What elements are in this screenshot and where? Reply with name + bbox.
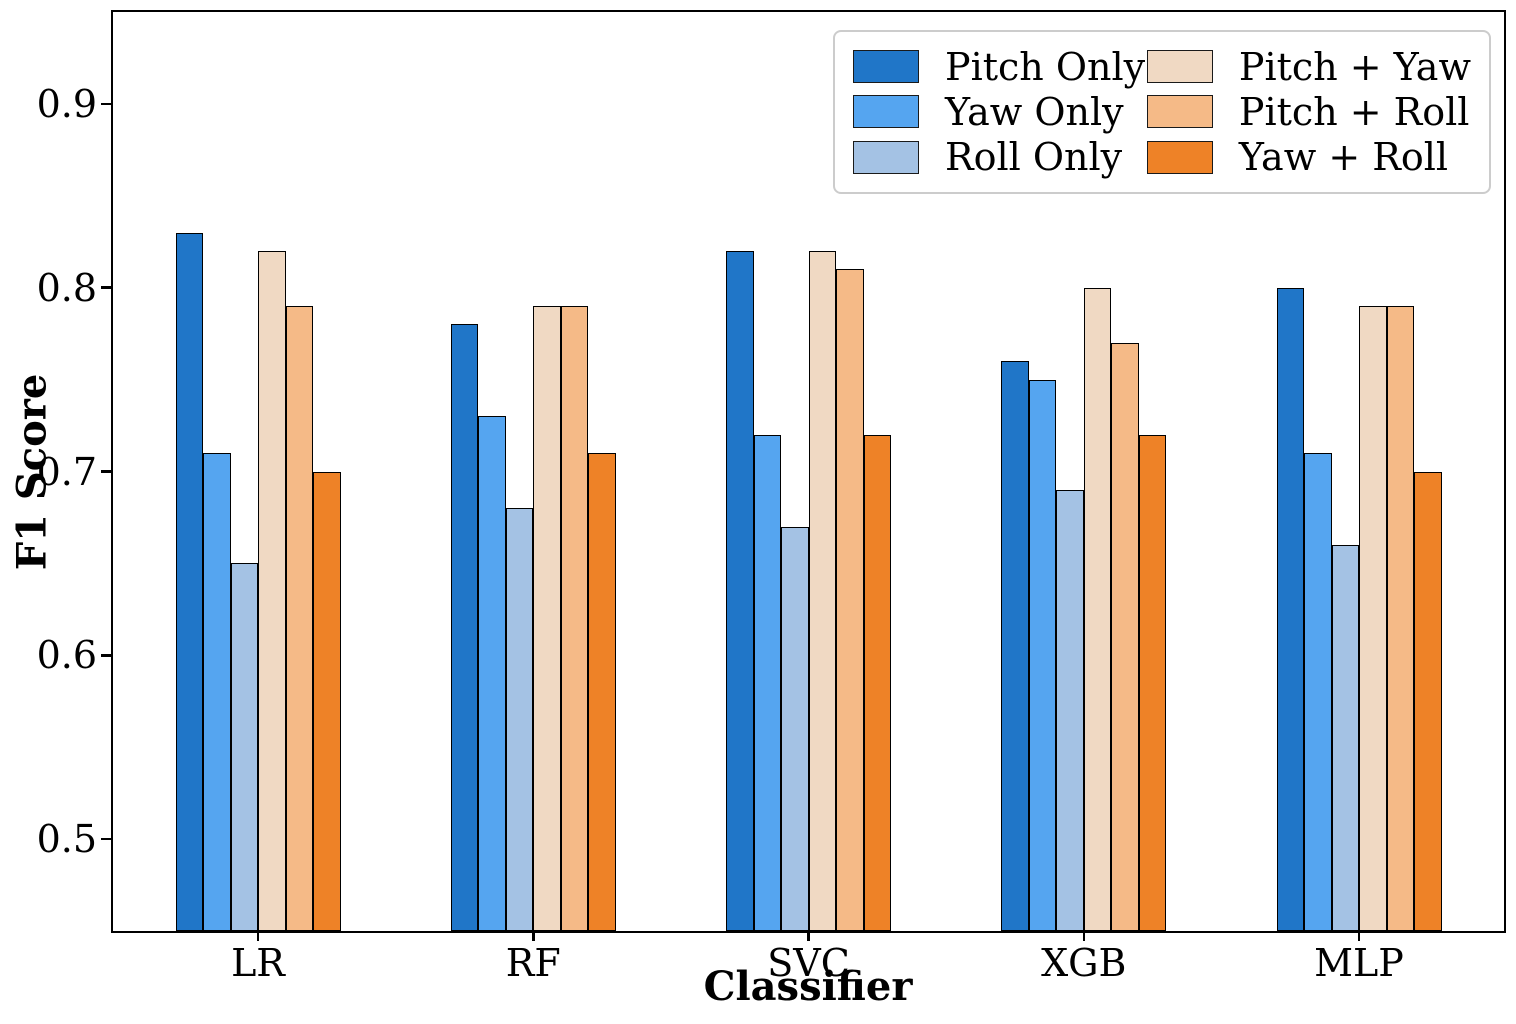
bar-yaw-only-mlp	[1304, 453, 1332, 931]
legend-label: Yaw + Roll	[1238, 135, 1449, 180]
legend-item-pitch-only: Pitch Only	[853, 48, 1147, 86]
bar-pitch-roll-lr	[285, 306, 313, 931]
bar-pitch-yaw-mlp	[1359, 306, 1387, 931]
legend-label: Roll Only	[945, 135, 1123, 180]
x-tick-mark	[1082, 931, 1085, 941]
legend-swatch-icon	[1146, 140, 1213, 174]
x-tick-label-rf: RF	[505, 941, 561, 985]
y-tick-mark	[101, 837, 111, 841]
bar-pitch-only-svc	[726, 250, 754, 931]
y-tick-mark	[101, 102, 111, 106]
bar-pitch-roll-mlp	[1386, 306, 1414, 931]
y-tick-label: 0.9	[36, 81, 97, 126]
legend-swatch-icon	[1146, 95, 1213, 129]
bar-pitch-yaw-svc	[808, 250, 836, 931]
bar-yaw-roll-xgb	[1138, 434, 1167, 931]
bar-roll-only-lr	[230, 563, 258, 931]
bar-pitch-only-xgb	[1001, 361, 1029, 931]
bar-yaw-roll-lr	[313, 471, 341, 931]
bar-pitch-only-mlp	[1276, 287, 1304, 931]
x-axis-label: Classifier	[703, 963, 913, 1010]
bar-pitch-yaw-xgb	[1083, 287, 1112, 931]
x-tick-label-svc: SVC	[767, 941, 850, 985]
bar-yaw-roll-svc	[863, 434, 891, 931]
bar-pitch-roll-rf	[560, 306, 589, 931]
y-tick-label: 0.5	[36, 817, 97, 862]
legend-item-roll-only: Roll Only	[853, 138, 1147, 176]
y-tick-label: 0.8	[36, 265, 97, 310]
legend-swatch-icon	[853, 50, 919, 84]
bar-yaw-roll-rf	[588, 453, 616, 931]
x-tick-mark	[1357, 931, 1361, 941]
legend-label: Yaw Only	[945, 89, 1124, 134]
legend-swatch-icon	[1146, 50, 1213, 84]
legend-swatch-icon	[853, 95, 919, 129]
legend: Pitch Only Yaw Only Roll Only Pitch + Yaw Pi…	[833, 30, 1491, 194]
bar-pitch-yaw-lr	[258, 250, 286, 931]
bar-pitch-only-rf	[450, 324, 479, 931]
bar-yaw-only-svc	[753, 434, 781, 931]
legend-label: Pitch + Yaw	[1238, 44, 1471, 89]
y-tick-mark	[101, 654, 111, 657]
legend-item-pitch-roll: Pitch + Roll	[1146, 89, 1471, 134]
y-tick-mark	[101, 470, 111, 473]
legend-label: Pitch Only	[945, 44, 1146, 89]
bar-yaw-only-lr	[203, 453, 231, 931]
bar-roll-only-mlp	[1331, 545, 1359, 931]
bar-roll-only-rf	[505, 508, 534, 931]
y-tick-mark	[101, 286, 111, 289]
x-tick-label-xgb: XGB	[1041, 941, 1127, 985]
x-tick-mark	[256, 931, 260, 941]
bar-pitch-yaw-rf	[533, 306, 561, 931]
legend-item-pitch-yaw: Pitch + Yaw	[1146, 44, 1471, 89]
legend-item-yaw-roll: Yaw + Roll	[1146, 135, 1471, 180]
legend-label: Pitch + Roll	[1238, 89, 1470, 134]
bar-yaw-roll-mlp	[1414, 471, 1442, 931]
legend-swatch-icon	[853, 140, 919, 174]
bar-pitch-only-lr	[175, 232, 203, 931]
x-tick-label-mlp: MLP	[1314, 941, 1404, 985]
bar-roll-only-xgb	[1056, 489, 1084, 931]
bar-yaw-only-rf	[478, 416, 506, 931]
x-tick-label-lr: LR	[231, 941, 285, 985]
legend-item-yaw-only: Yaw Only	[853, 93, 1147, 131]
bar-pitch-roll-svc	[836, 269, 864, 931]
x-tick-mark	[532, 931, 535, 941]
bar-pitch-roll-xgb	[1111, 342, 1139, 931]
y-tick-label: 0.7	[36, 449, 97, 494]
bar-roll-only-svc	[781, 526, 809, 931]
bar-yaw-only-xgb	[1028, 379, 1057, 931]
x-tick-mark	[807, 931, 810, 941]
y-tick-label: 0.6	[36, 633, 97, 678]
